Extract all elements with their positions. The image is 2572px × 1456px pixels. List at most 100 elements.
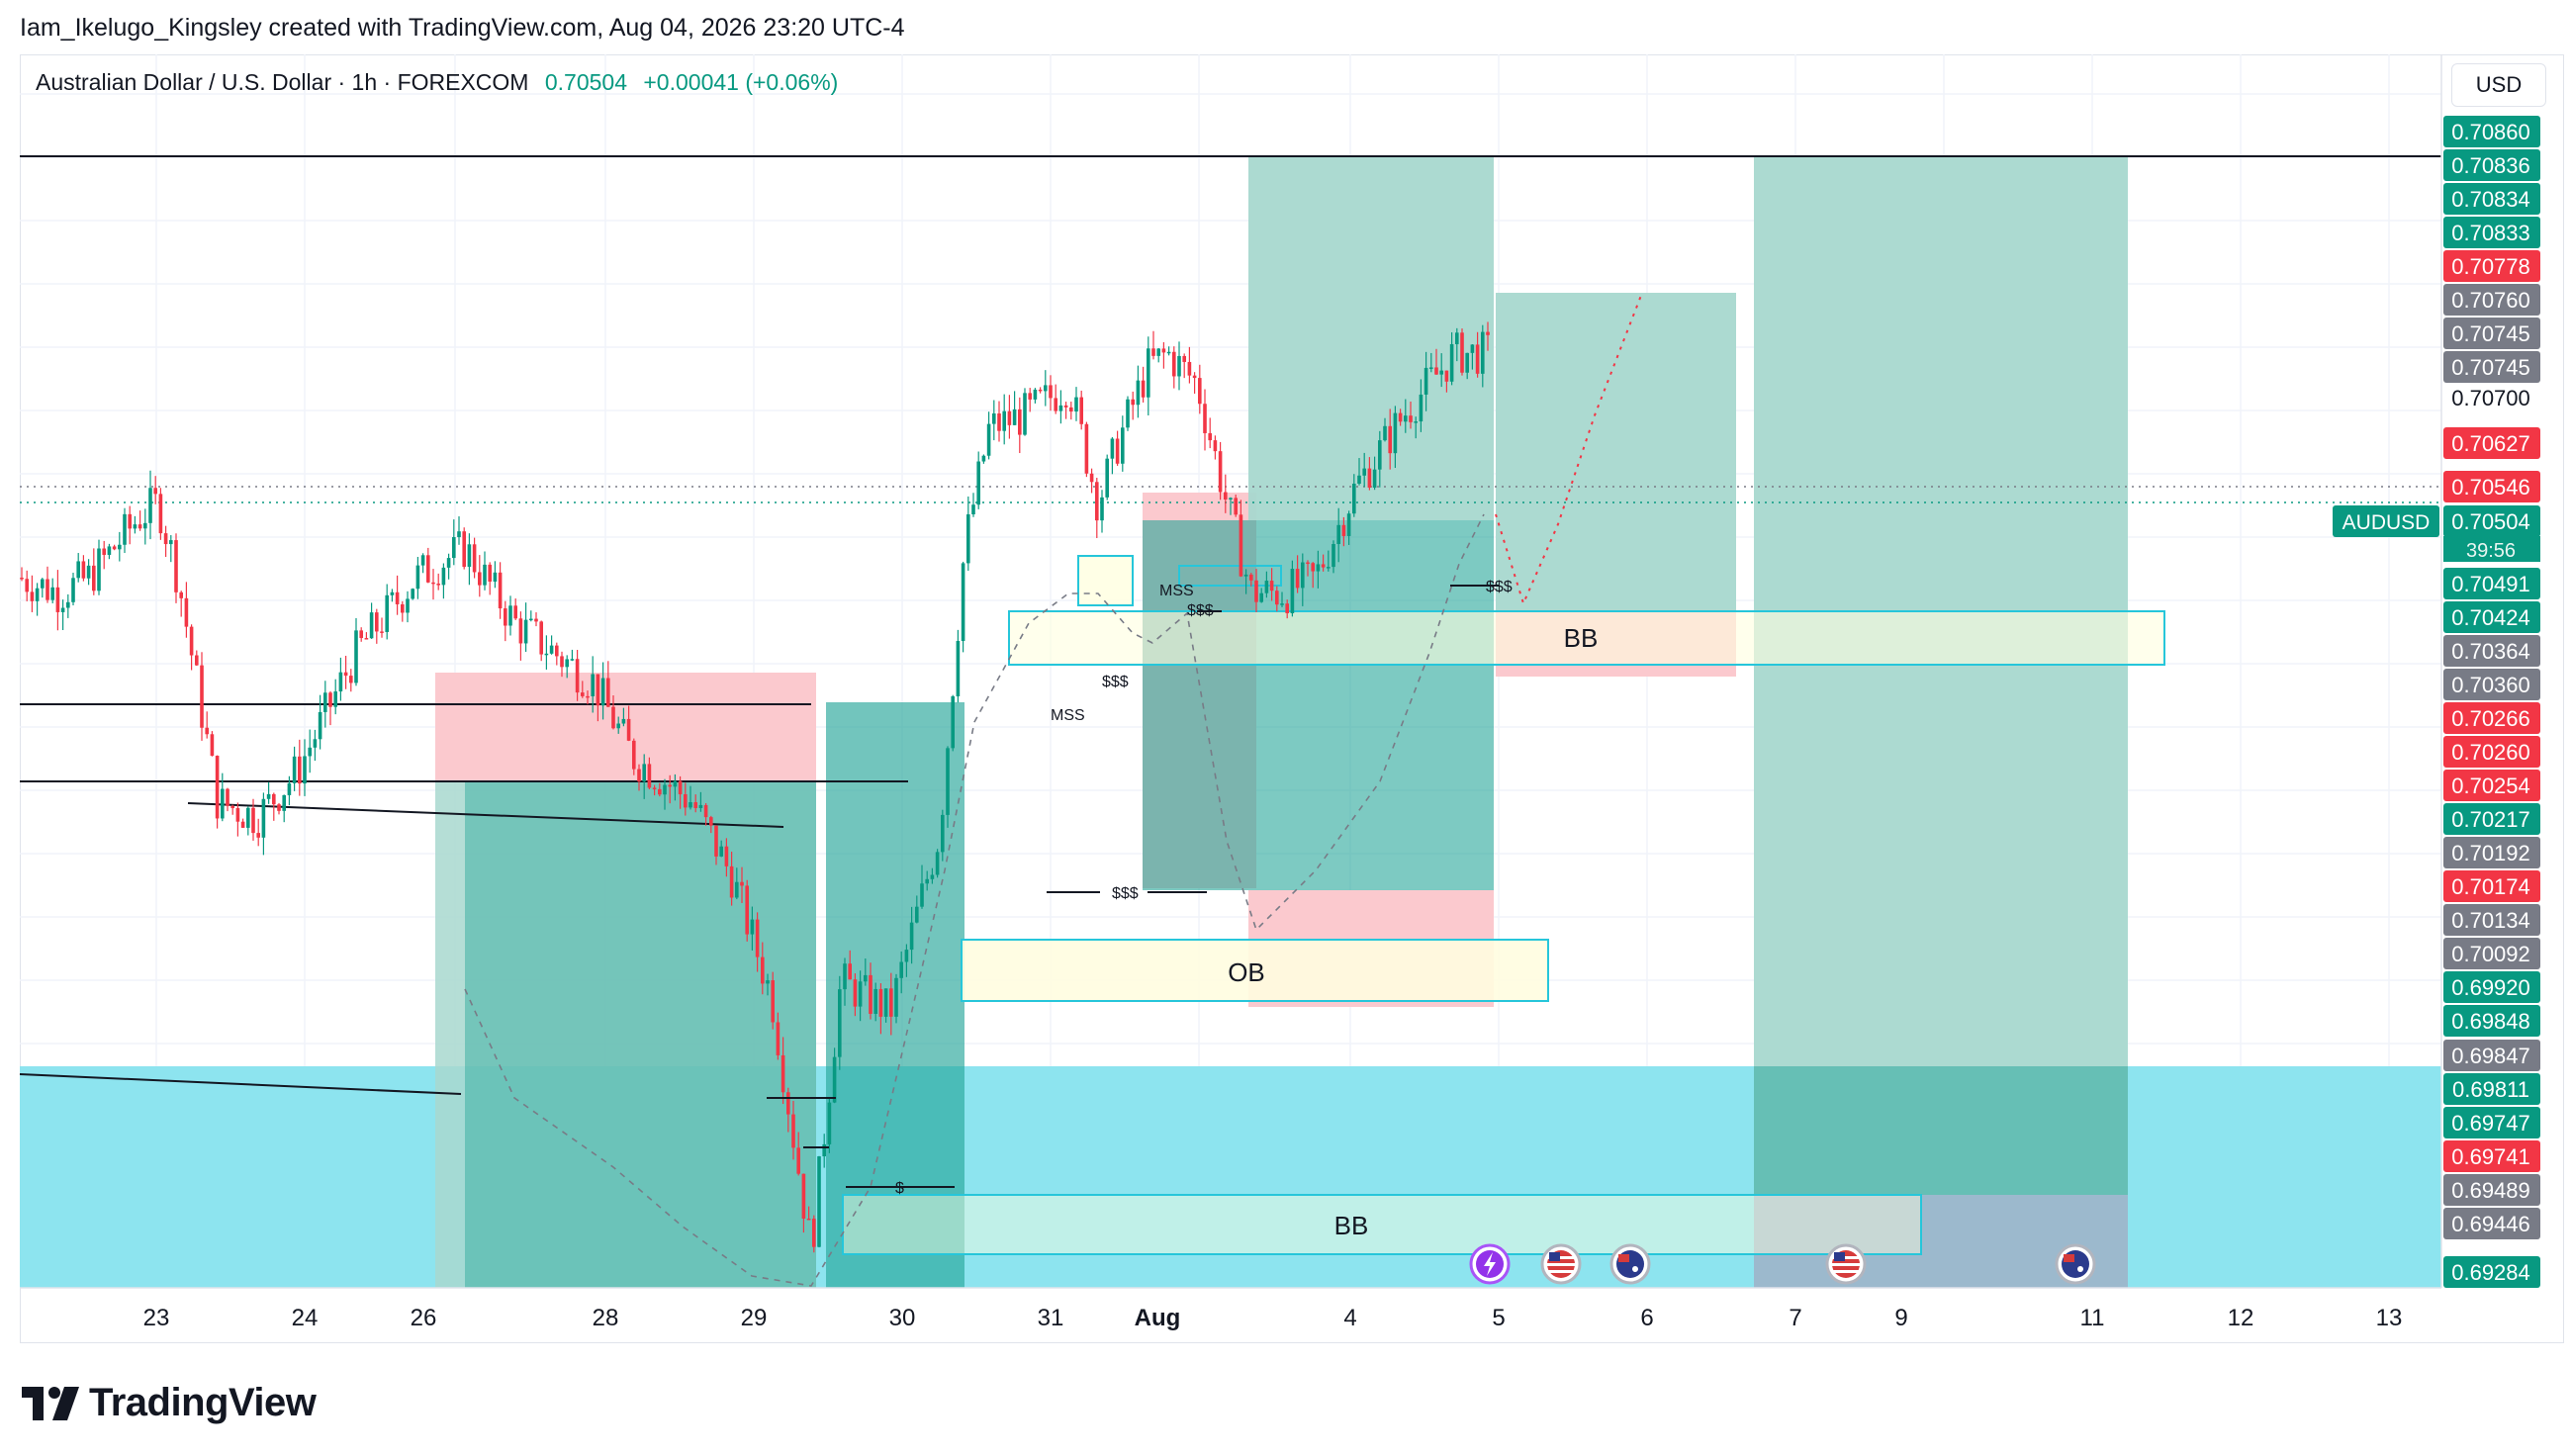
candle-body[interactable] (858, 981, 863, 1007)
candle-body[interactable] (210, 734, 215, 757)
candle-body[interactable] (581, 692, 585, 696)
candle-body[interactable] (925, 878, 929, 884)
candle-body[interactable] (976, 461, 980, 505)
candle-body[interactable] (1105, 458, 1109, 498)
candle-body[interactable] (128, 513, 132, 529)
candle-body[interactable] (693, 802, 697, 808)
candle-body[interactable] (1455, 332, 1459, 344)
candle-body[interactable] (1414, 421, 1418, 423)
candle-body[interactable] (1028, 393, 1032, 400)
candle-body[interactable] (1481, 331, 1485, 374)
candle-body[interactable] (256, 833, 260, 838)
candle-body[interactable] (478, 572, 482, 586)
candle-body[interactable] (853, 979, 858, 1007)
candle-body[interactable] (30, 592, 35, 601)
candle-body[interactable] (467, 544, 472, 568)
candle-body[interactable] (277, 804, 281, 811)
candle-body[interactable] (163, 533, 168, 545)
candle-body[interactable] (1444, 370, 1449, 382)
candle-body[interactable] (343, 672, 348, 677)
candle-body[interactable] (1357, 475, 1361, 484)
candle-body[interactable] (961, 563, 965, 641)
breaker-block-box[interactable] (1008, 610, 2165, 666)
candle-body[interactable] (771, 980, 775, 1023)
candle-body[interactable] (508, 605, 512, 626)
breaker-block-box[interactable] (842, 1194, 1922, 1255)
candle-body[interactable] (1429, 367, 1433, 369)
candle-body[interactable] (1398, 412, 1403, 422)
candle-body[interactable] (282, 794, 286, 811)
candle-body[interactable] (1166, 351, 1171, 354)
candle-body[interactable] (313, 739, 318, 748)
candle-body[interactable] (240, 821, 245, 828)
candle-body[interactable] (703, 804, 708, 818)
candle-body[interactable] (1182, 355, 1186, 362)
candle-body[interactable] (401, 603, 405, 613)
candle-body[interactable] (869, 974, 873, 1014)
candle-body[interactable] (338, 672, 343, 692)
candle-body[interactable] (1388, 425, 1392, 454)
candle-body[interactable] (420, 555, 425, 566)
candle-body[interactable] (1234, 498, 1238, 515)
candle-body[interactable] (200, 665, 204, 728)
candle-body[interactable] (745, 885, 749, 935)
candle-body[interactable] (1465, 352, 1469, 373)
candle-body[interactable] (66, 601, 70, 608)
candle-body[interactable] (1110, 438, 1115, 459)
candle-body[interactable] (909, 922, 914, 951)
candle-body[interactable] (523, 619, 528, 644)
candle-body[interactable] (380, 631, 384, 633)
candle-body[interactable] (1038, 389, 1043, 392)
candle-body[interactable] (46, 579, 49, 600)
candle-body[interactable] (611, 706, 615, 729)
candle-body[interactable] (663, 784, 667, 795)
candle-body[interactable] (483, 564, 487, 586)
candle-body[interactable] (714, 825, 718, 857)
candle-body[interactable] (1141, 380, 1146, 398)
candle-body[interactable] (153, 488, 157, 495)
candle-body[interactable] (1439, 370, 1443, 375)
candle-body[interactable] (303, 756, 307, 784)
candle-body[interactable] (1290, 569, 1295, 614)
candle-body[interactable] (786, 1092, 790, 1115)
candle-body[interactable] (1208, 432, 1212, 441)
candle-body[interactable] (724, 846, 729, 866)
candle-body[interactable] (390, 592, 395, 595)
candle-body[interactable] (518, 618, 523, 644)
candle-body[interactable] (1352, 483, 1356, 514)
candle-body[interactable] (215, 756, 220, 819)
candle-body[interactable] (698, 804, 703, 808)
candle-body[interactable] (1136, 380, 1141, 406)
candle-body[interactable] (1063, 405, 1068, 408)
candle-body[interactable] (385, 594, 389, 632)
candle-body[interactable] (544, 653, 549, 656)
candle-body[interactable] (668, 784, 672, 787)
candle-body[interactable] (158, 494, 163, 534)
candle-body[interactable] (457, 531, 461, 538)
candle-body[interactable] (513, 605, 517, 619)
candle-body[interactable] (452, 537, 456, 559)
candle-body[interactable] (415, 565, 420, 590)
candle-body[interactable] (1404, 415, 1408, 422)
candle-body[interactable] (719, 846, 723, 857)
candle-body[interactable] (261, 798, 266, 838)
candle-body[interactable] (86, 565, 91, 579)
candle-body[interactable] (1033, 389, 1038, 400)
candle-body[interactable] (1470, 344, 1475, 353)
candle-body[interactable] (230, 805, 234, 809)
candle-body[interactable] (951, 696, 955, 749)
candle-body[interactable] (1346, 513, 1351, 536)
candle-body[interactable] (60, 607, 65, 612)
candle-body[interactable] (1002, 410, 1006, 431)
candle-body[interactable] (621, 718, 626, 724)
candle-body[interactable] (148, 488, 152, 523)
candle-body[interactable] (184, 597, 189, 627)
candle-body[interactable] (1243, 574, 1248, 577)
candle-body[interactable] (658, 788, 662, 795)
candle-body[interactable] (426, 555, 430, 583)
candle-body[interactable] (1301, 562, 1305, 589)
candle-body[interactable] (318, 711, 322, 740)
candle-body[interactable] (446, 558, 451, 568)
candle-body[interactable] (1074, 397, 1078, 412)
